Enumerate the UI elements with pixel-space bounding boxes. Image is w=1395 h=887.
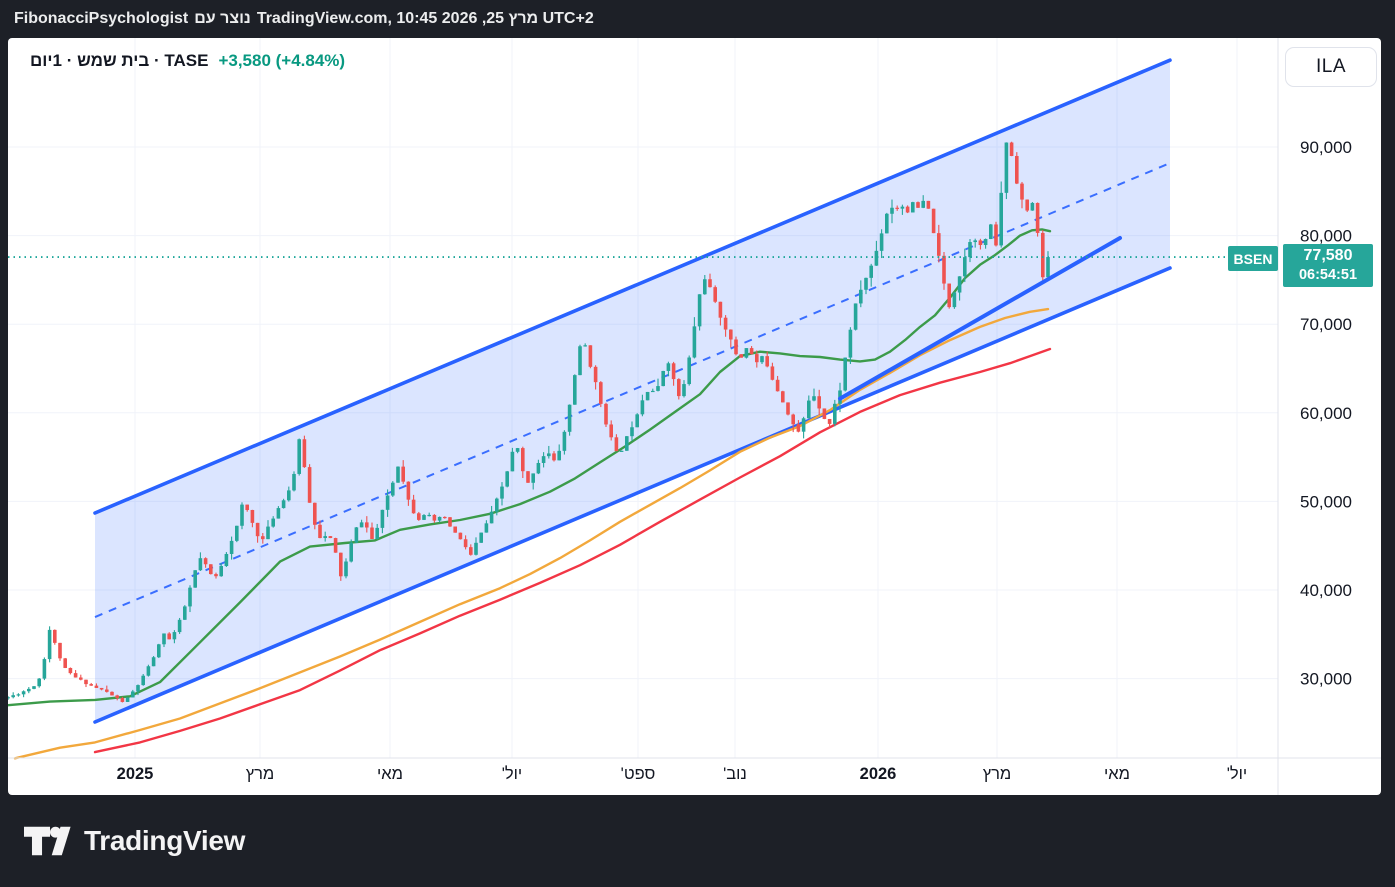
series-marker-label: BSEN <box>1233 250 1273 267</box>
time-axis-label: 2025 <box>117 765 154 783</box>
tradingview-logo-icon <box>24 826 71 856</box>
time-axis-label: מאי <box>1104 765 1130 783</box>
chart-plot-area[interactable]: 90,000 80,000 70,000 60,000 50,000 40,000 30,0… <box>8 38 1381 795</box>
author-name: FibonacciPsychologist <box>14 10 189 27</box>
symbol-flag-label: ILA <box>1315 56 1347 77</box>
time-axis-label: 'יול <box>1227 765 1247 783</box>
series-marker-tag: BSEN <box>1228 246 1278 271</box>
time-axis-label: 'יול <box>502 765 522 783</box>
price-axis-label: 30,000 <box>1300 670 1352 689</box>
time-axis-label: 'ספט <box>621 765 656 783</box>
time-axis-label: 2026 <box>860 765 897 783</box>
time-axis-label: מרץ <box>983 765 1011 783</box>
time-axis-label: מאי <box>377 765 403 783</box>
symbol-title: TASE · בית שמש · 1יום <box>30 51 209 70</box>
created-with-text: נוצר עם <box>194 10 251 27</box>
brand-name: TradingView <box>84 825 246 856</box>
symbol-legend: TASE · בית שמש · 1יום +3,580 (+4.84%) <box>30 51 345 71</box>
bar-countdown: 06:54:51 <box>1298 267 1358 284</box>
chart-panel: 90,000 80,000 70,000 60,000 50,000 40,000 30,0… <box>8 38 1381 795</box>
time-axis-label: מרץ <box>246 765 274 783</box>
price-axis-label: 70,000 <box>1300 315 1352 334</box>
price-change: +3,580 (+4.84%) <box>218 51 346 70</box>
last-price-value: 77,580 <box>1303 247 1353 265</box>
price-axis-label: 60,000 <box>1300 404 1352 423</box>
site-and-date-text: TradingView.com, 10:45 2026 ,25 מרץ UTC+… <box>256 10 594 27</box>
last-price-tag: 77,580 06:54:51 <box>1283 244 1373 287</box>
price-axis-label: 50,000 <box>1300 492 1352 511</box>
share-header: FibonacciPsychologist נוצר עם TradingVie… <box>0 0 1395 38</box>
price-axis-label: 40,000 <box>1300 581 1352 600</box>
symbol-flag-box: ILA <box>1285 47 1377 87</box>
footer-bar: TradingView <box>0 795 1395 887</box>
price-axis-label: 80,000 <box>1300 227 1352 246</box>
time-axis-label: 'נוב <box>723 765 747 783</box>
price-axis-label: 90,000 <box>1300 138 1352 157</box>
